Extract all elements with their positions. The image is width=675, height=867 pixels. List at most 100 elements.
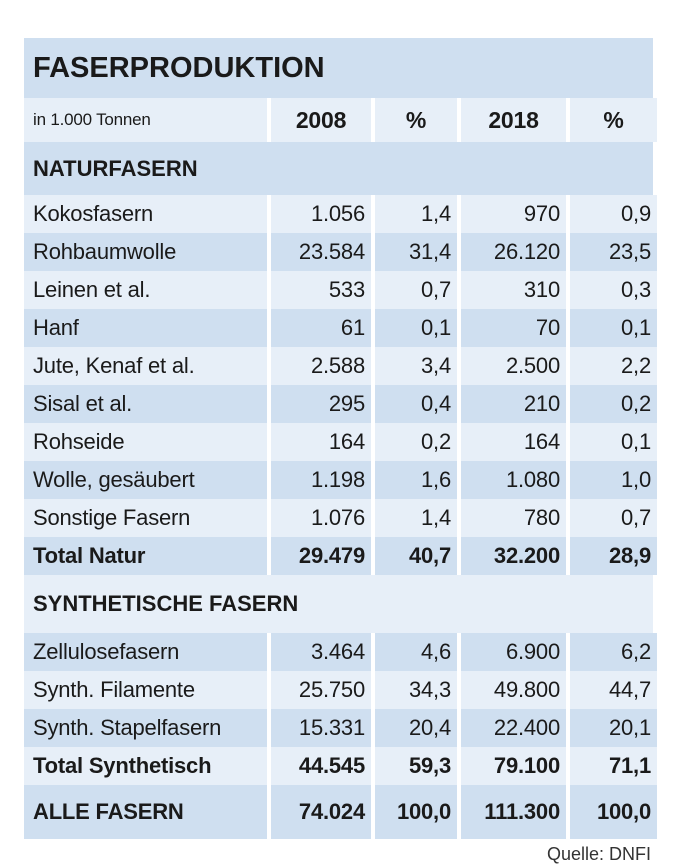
cell: 0,7 — [570, 499, 657, 537]
table-row: Leinen et al. 533 0,7 310 0,3 — [24, 271, 657, 309]
col-header-2018: 2018 — [461, 98, 566, 142]
cell: 28,9 — [570, 537, 657, 575]
cell: 26.120 — [461, 233, 566, 271]
cell: 100,0 — [570, 785, 657, 839]
total-row-all: ALLE FASERN 74.024 100,0 111.300 100,0 — [24, 785, 657, 839]
table-row: Rohseide 164 0,2 164 0,1 — [24, 423, 657, 461]
fiber-production-table: FASERPRODUKTION in 1.000 Tonnen 2008 % 2… — [24, 38, 657, 839]
cell: 1,0 — [570, 461, 657, 499]
table-title: FASERPRODUKTION — [24, 38, 653, 98]
cell: 74.024 — [271, 785, 371, 839]
table-row: Synth. Filamente 25.750 34,3 49.800 44,7 — [24, 671, 657, 709]
cell: 71,1 — [570, 747, 657, 785]
cell: 295 — [271, 385, 371, 423]
cell: 49.800 — [461, 671, 566, 709]
cell: 0,1 — [375, 309, 457, 347]
table-row: Rohbaumwolle 23.584 31,4 26.120 23,5 — [24, 233, 657, 271]
row-label: Kokosfasern — [24, 195, 267, 233]
cell: 2.500 — [461, 347, 566, 385]
cell: 1.198 — [271, 461, 371, 499]
cell: 0,9 — [570, 195, 657, 233]
cell: 29.479 — [271, 537, 371, 575]
cell: 44.545 — [271, 747, 371, 785]
row-label: Synth. Stapelfasern — [24, 709, 267, 747]
table-row: Jute, Kenaf et al. 2.588 3,4 2.500 2,2 — [24, 347, 657, 385]
row-label: Leinen et al. — [24, 271, 267, 309]
cell: 1.076 — [271, 499, 371, 537]
cell: 23,5 — [570, 233, 657, 271]
cell: 1,6 — [375, 461, 457, 499]
row-label: Sisal et al. — [24, 385, 267, 423]
table-row: Kokosfasern 1.056 1,4 970 0,9 — [24, 195, 657, 233]
table-row: Sonstige Fasern 1.076 1,4 780 0,7 — [24, 499, 657, 537]
col-header-2008: 2008 — [271, 98, 371, 142]
cell: 100,0 — [375, 785, 457, 839]
table-row: Hanf 61 0,1 70 0,1 — [24, 309, 657, 347]
cell: 22.400 — [461, 709, 566, 747]
cell: 40,7 — [375, 537, 457, 575]
row-label: Rohseide — [24, 423, 267, 461]
row-label: Rohbaumwolle — [24, 233, 267, 271]
cell: 59,3 — [375, 747, 457, 785]
row-label: Total Natur — [24, 537, 267, 575]
col-header-pct-2008: % — [375, 98, 457, 142]
cell: 2,2 — [570, 347, 657, 385]
cell: 3,4 — [375, 347, 457, 385]
col-header-pct-2018: % — [570, 98, 657, 142]
cell: 23.584 — [271, 233, 371, 271]
cell: 0,3 — [570, 271, 657, 309]
unit-label: in 1.000 Tonnen — [24, 98, 267, 142]
row-label: Wolle, gesäubert — [24, 461, 267, 499]
cell: 34,3 — [375, 671, 457, 709]
cell: 32.200 — [461, 537, 566, 575]
cell: 164 — [461, 423, 566, 461]
cell: 0,1 — [570, 423, 657, 461]
row-label: ALLE FASERN — [24, 785, 267, 839]
cell: 79.100 — [461, 747, 566, 785]
cell: 210 — [461, 385, 566, 423]
table-row: Zellulosefasern 3.464 4,6 6.900 6,2 — [24, 633, 657, 671]
cell: 3.464 — [271, 633, 371, 671]
cell: 1,4 — [375, 195, 457, 233]
cell: 70 — [461, 309, 566, 347]
cell: 111.300 — [461, 785, 566, 839]
table-row: Wolle, gesäubert 1.198 1,6 1.080 1,0 — [24, 461, 657, 499]
row-label: Jute, Kenaf et al. — [24, 347, 267, 385]
cell: 970 — [461, 195, 566, 233]
cell: 0,1 — [570, 309, 657, 347]
cell: 0,2 — [570, 385, 657, 423]
cell: 533 — [271, 271, 371, 309]
table-row: Synth. Stapelfasern 15.331 20,4 22.400 20,1 — [24, 709, 657, 747]
cell: 44,7 — [570, 671, 657, 709]
cell: 2.588 — [271, 347, 371, 385]
cell: 1.056 — [271, 195, 371, 233]
row-label: Synth. Filamente — [24, 671, 267, 709]
cell: 310 — [461, 271, 566, 309]
cell: 1.080 — [461, 461, 566, 499]
cell: 4,6 — [375, 633, 457, 671]
section-heading-synth: SYNTHETISCHE FASERN — [24, 575, 653, 633]
row-label: Hanf — [24, 309, 267, 347]
cell: 0,4 — [375, 385, 457, 423]
row-label: Zellulosefasern — [24, 633, 267, 671]
cell: 1,4 — [375, 499, 457, 537]
total-row-synth: Total Synthetisch 44.545 59,3 79.100 71,… — [24, 747, 657, 785]
cell: 15.331 — [271, 709, 371, 747]
row-label: Sonstige Fasern — [24, 499, 267, 537]
header-row: in 1.000 Tonnen 2008 % 2018 % — [24, 98, 657, 142]
cell: 31,4 — [375, 233, 457, 271]
cell: 20,1 — [570, 709, 657, 747]
table-row: Sisal et al. 295 0,4 210 0,2 — [24, 385, 657, 423]
cell: 0,2 — [375, 423, 457, 461]
total-row-natur: Total Natur 29.479 40,7 32.200 28,9 — [24, 537, 657, 575]
row-label: Total Synthetisch — [24, 747, 267, 785]
cell: 25.750 — [271, 671, 371, 709]
cell: 6,2 — [570, 633, 657, 671]
source-note: Quelle: DNFI — [546, 844, 651, 864]
cell: 61 — [271, 309, 371, 347]
cell: 20,4 — [375, 709, 457, 747]
cell: 6.900 — [461, 633, 566, 671]
cell: 780 — [461, 499, 566, 537]
section-heading-natur: NATURFASERN — [24, 142, 653, 195]
cell: 0,7 — [375, 271, 457, 309]
